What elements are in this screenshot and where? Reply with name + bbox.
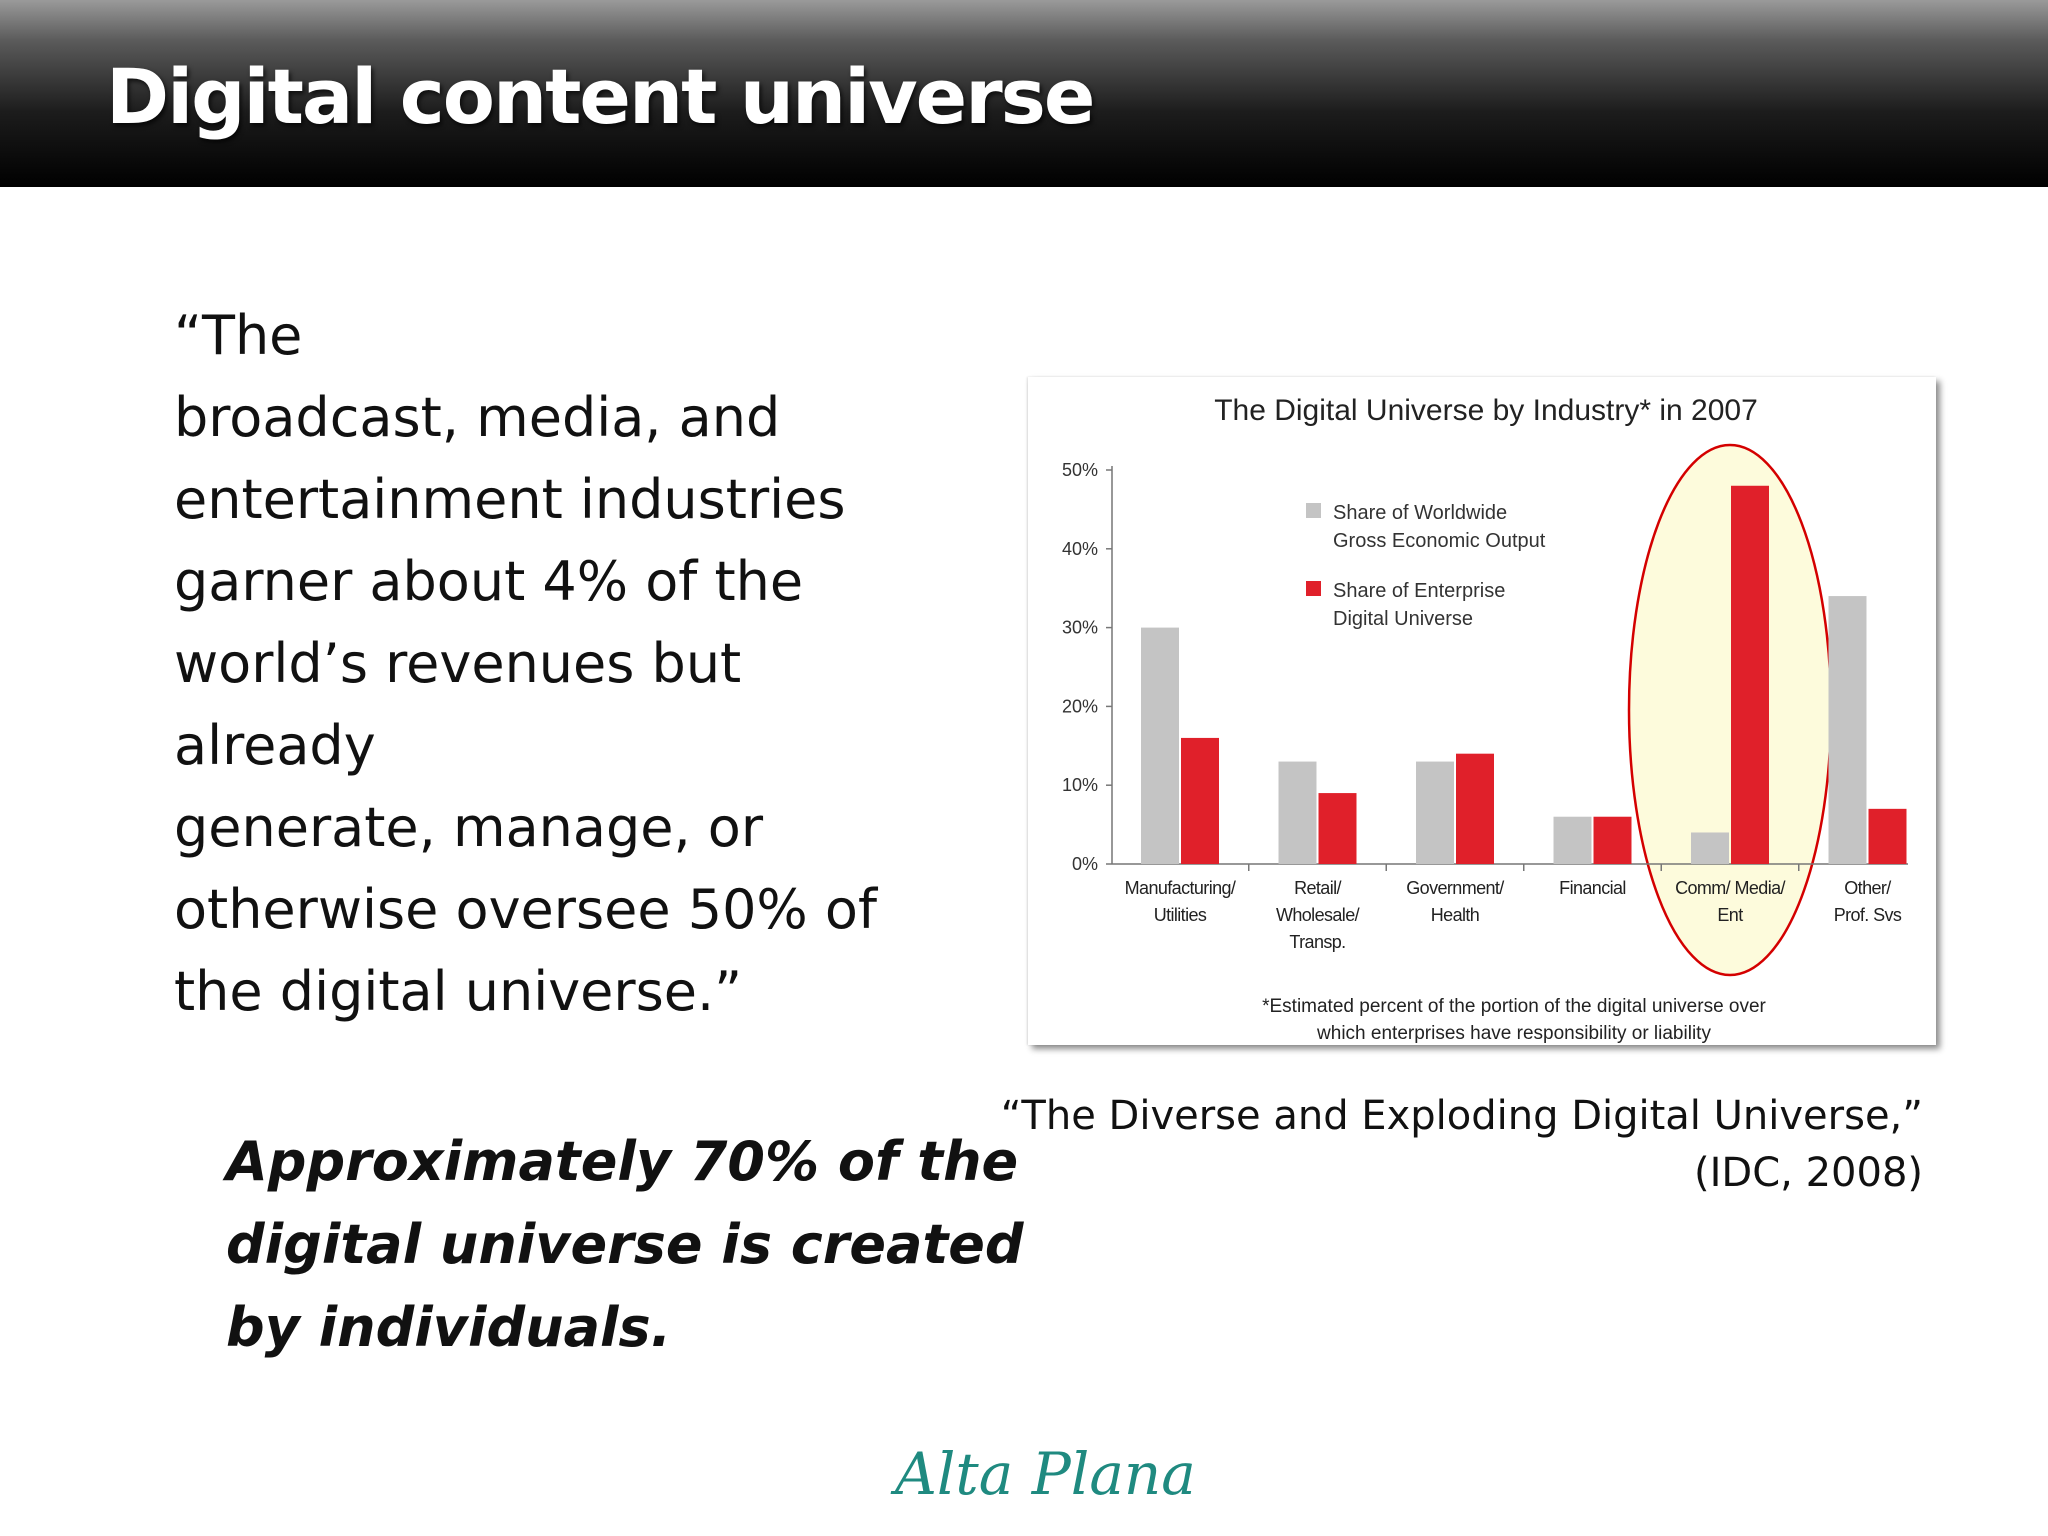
bar-economic-output <box>1553 816 1592 864</box>
quote-line: entertainment industries <box>174 468 846 531</box>
legend-swatch <box>1306 503 1321 518</box>
y-tick-label: 50% <box>1062 460 1098 480</box>
quote-line: “The <box>174 304 303 367</box>
x-tick-label: Transp. <box>1289 932 1345 952</box>
quote-text: “The broadcast, media, and entertainment i… <box>174 295 934 1033</box>
bar-digital-universe <box>1318 793 1357 864</box>
chart-title: The Digital Universe by Industry* in 200… <box>1214 394 1758 427</box>
bar-digital-universe <box>1181 737 1219 864</box>
y-tick-label: 10% <box>1062 775 1098 795</box>
source-caption: “The Diverse and Exploding Digital Unive… <box>1001 1088 1923 1202</box>
bar-digital-universe <box>1456 753 1494 864</box>
legend-label: Share of Enterprise <box>1333 580 1505 602</box>
bar-economic-output <box>1828 596 1867 864</box>
quote-line: garner about 4% of the <box>174 550 804 613</box>
x-tick-label: Prof. Svs <box>1834 905 1902 925</box>
quote-line: already <box>174 714 376 777</box>
x-tick-label: Other/ <box>1844 878 1891 898</box>
x-tick-label: Wholesale/ <box>1276 905 1360 925</box>
chart-image: The Digital Universe by Industry* in 200… <box>1028 377 1936 1045</box>
quote-line: the digital universe.” <box>174 960 743 1023</box>
quote-line: broadcast, media, and <box>174 386 781 449</box>
legend-swatch <box>1306 581 1321 596</box>
bar-economic-output <box>1416 761 1454 864</box>
bar-economic-output <box>1691 832 1729 864</box>
caption-line: “The Diverse and Exploding Digital Unive… <box>1000 1093 1923 1139</box>
chart-footnote: *Estimated percent of the portion of the… <box>1262 996 1766 1017</box>
y-tick-label: 0% <box>1072 854 1098 874</box>
emphasis-text: Approximately 70% of the digital universe… <box>226 1120 1024 1369</box>
bar-economic-output <box>1278 761 1317 864</box>
y-tick-label: 40% <box>1062 539 1098 559</box>
legend-label: Digital Universe <box>1333 608 1473 630</box>
chart-footnote: which enterprises have responsibility or… <box>1316 1023 1711 1044</box>
x-tick-label: Comm/ Media/ <box>1675 878 1785 898</box>
bar-digital-universe <box>1593 816 1632 864</box>
quote-line: world’s revenues but <box>174 632 742 695</box>
bar-digital-universe <box>1731 485 1769 864</box>
y-tick-label: 30% <box>1062 618 1098 638</box>
quote-line: generate, manage, or <box>174 796 764 859</box>
x-tick-label: Ent <box>1717 905 1743 925</box>
x-tick-label: Government/ <box>1406 878 1504 898</box>
x-tick-label: Retail/ <box>1294 878 1341 898</box>
x-tick-label: Manufacturing/ <box>1125 878 1236 898</box>
x-tick-label: Health <box>1431 905 1479 925</box>
bar-chart: The Digital Universe by Industry* in 200… <box>1062 394 1908 1044</box>
quote-line: otherwise oversee 50% of <box>174 878 877 941</box>
y-tick-label: 20% <box>1062 696 1098 716</box>
emphasis-line: Approximately 70% of the <box>226 1130 1019 1193</box>
x-tick-label: Utilities <box>1154 905 1207 925</box>
alta-plana-logo: Alta Plana <box>895 1440 1196 1508</box>
x-tick-label: Financial <box>1559 878 1626 898</box>
caption-line: (IDC, 2008) <box>1694 1150 1923 1196</box>
emphasis-line: digital universe is created <box>226 1213 1024 1276</box>
bar-economic-output <box>1141 627 1179 864</box>
legend-label: Share of Worldwide <box>1333 502 1507 524</box>
slide-title: Digital content universe <box>106 52 1095 141</box>
bar-digital-universe <box>1868 808 1907 864</box>
emphasis-line: by individuals. <box>226 1296 672 1359</box>
title-bar: Digital content universe <box>0 0 2048 187</box>
legend-label: Gross Economic Output <box>1333 530 1546 552</box>
